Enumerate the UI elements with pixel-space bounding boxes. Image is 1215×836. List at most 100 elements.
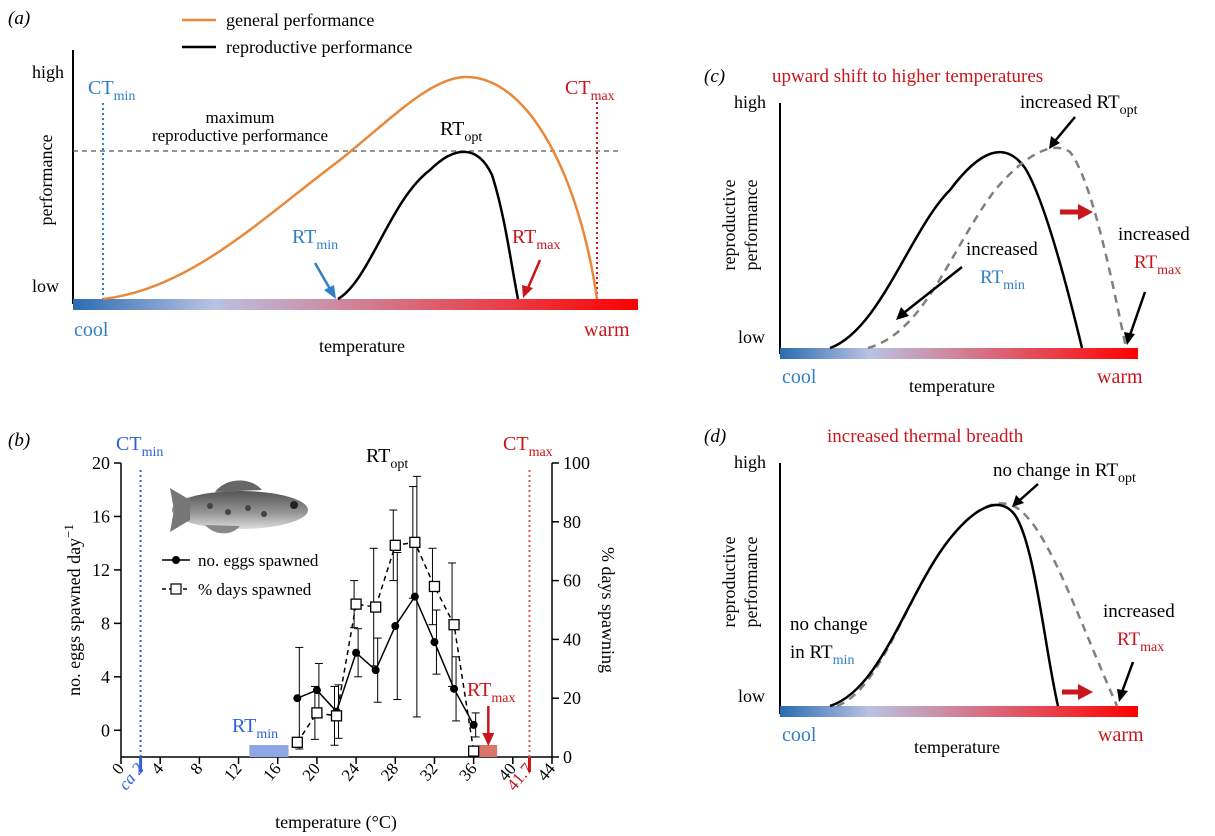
y2-tick-label: 60 bbox=[563, 571, 581, 591]
repro-curve-shifted-c bbox=[867, 146, 1128, 350]
eggs-point bbox=[430, 638, 439, 647]
shift-arrowhead-d bbox=[1078, 684, 1093, 700]
y-tick-label: 0 bbox=[101, 720, 110, 740]
ann-rtmax-arrowhead-d bbox=[1117, 689, 1128, 702]
reproductive-performance-curve-a bbox=[337, 150, 520, 301]
y2-tick-label: 40 bbox=[563, 629, 581, 649]
panel-b-ylabel-right: % days spawning bbox=[598, 547, 618, 673]
days-point bbox=[428, 580, 441, 593]
panel-b-label: (b) bbox=[8, 430, 30, 451]
x-tick-label: 44 bbox=[534, 759, 560, 785]
ct-max-label-b: CTmax bbox=[503, 433, 553, 460]
days-point bbox=[370, 601, 382, 613]
eggs-point bbox=[469, 720, 478, 729]
ann-rtopt-arrowhead-d bbox=[1012, 495, 1024, 507]
panel-c-temperature-bar bbox=[780, 348, 1138, 359]
legend-days-marker bbox=[170, 583, 182, 595]
panel-c-low-label: low bbox=[738, 327, 765, 347]
panel-c-high-label: high bbox=[734, 92, 766, 112]
ann-rtmin-arrowhead-c bbox=[896, 307, 909, 320]
shift-arrowhead-c bbox=[1078, 204, 1093, 220]
panel-d-low-label: low bbox=[738, 686, 765, 706]
panel-a-label: (a) bbox=[8, 8, 30, 29]
legend-general-label: general performance bbox=[226, 10, 374, 30]
ann-increased-rtmin-1: increased bbox=[966, 239, 1038, 260]
rt-max-arrow-a bbox=[526, 259, 542, 289]
y2-tick-label: 0 bbox=[563, 747, 572, 767]
panel-a-high-label: high bbox=[32, 62, 64, 82]
panel-d-ylabel-1: reproductive bbox=[719, 537, 739, 628]
x-tick-label: 28 bbox=[377, 759, 402, 784]
rt-min-bar bbox=[249, 745, 289, 757]
max-repro-label-line1: maximum bbox=[206, 108, 275, 127]
legend-eggs-marker bbox=[172, 556, 180, 564]
panel-b-series bbox=[291, 475, 480, 757]
ann-nochange-rtmin-1: no change bbox=[790, 614, 868, 635]
x-tick-label: 32 bbox=[416, 759, 441, 784]
panel-a-xlabel: temperature bbox=[319, 336, 405, 356]
ct-min-label-a: CTmin bbox=[88, 77, 135, 104]
eggs-point bbox=[352, 648, 361, 657]
panel-c-ylabel-1: reproductive bbox=[719, 180, 739, 271]
panel-b-ylabel-left: no. eggs spawned day−1 bbox=[61, 524, 84, 696]
rt-min-label-a: RTmin bbox=[292, 226, 338, 253]
days-point bbox=[448, 619, 460, 631]
ann-increased-rtmax-1: increased bbox=[1118, 224, 1190, 245]
days-point bbox=[409, 536, 421, 549]
panel-d-label: (d) bbox=[704, 426, 726, 447]
y-tick-label: 16 bbox=[92, 506, 110, 526]
days-point bbox=[467, 745, 480, 757]
panel-a-warm-label: warm bbox=[584, 319, 630, 341]
y-tick-label: 8 bbox=[101, 613, 110, 633]
panel-b-left-ticks: 0 4 8 12 16 20 bbox=[92, 453, 121, 740]
ann-rtmax-arrowhead-c bbox=[1124, 332, 1135, 345]
ann-rtopt-arrow-c bbox=[1054, 116, 1076, 142]
panel-b-x-ticks: 0 4 8 12 16 20 24 28 32 36 40 44 bbox=[108, 757, 559, 785]
ann-increased-rtmin-2: RTmin bbox=[980, 267, 1025, 293]
ct-max-label-a: CTmax bbox=[565, 77, 615, 104]
rt-max-arrowhead-b bbox=[482, 733, 495, 746]
ann-nochange-rtopt: no change in RTopt bbox=[993, 460, 1136, 486]
eggs-point bbox=[371, 666, 380, 675]
days-point bbox=[311, 707, 323, 719]
rt-max-bar bbox=[478, 745, 498, 757]
panel-a: (a) general performance reproductive per… bbox=[8, 8, 638, 356]
repro-curve-original-c bbox=[829, 150, 1084, 350]
legend-repro-label: reproductive performance bbox=[226, 37, 412, 57]
y2-tick-label: 20 bbox=[563, 688, 581, 708]
panel-d-high-label: high bbox=[734, 452, 766, 472]
x-tick-label: 8 bbox=[186, 759, 206, 778]
panel-b-right-ticks: 0 20 40 60 80 100 bbox=[552, 453, 590, 767]
ann-increased-rtmax-d-1: increased bbox=[1103, 601, 1175, 622]
ann-rtopt-arrow-d bbox=[1019, 483, 1039, 501]
ct-min-label-b: CTmin bbox=[116, 433, 163, 460]
y-tick-label: 12 bbox=[92, 560, 110, 580]
panel-a-cool-label: cool bbox=[74, 319, 109, 341]
panel-d-cool-label: cool bbox=[782, 724, 817, 746]
x-tick-label: 16 bbox=[259, 759, 284, 784]
panel-d-temperature-bar bbox=[780, 706, 1138, 717]
general-performance-curve bbox=[102, 75, 599, 301]
y-tick-label: 20 bbox=[92, 453, 110, 473]
days-point bbox=[389, 539, 401, 551]
fish-image bbox=[170, 480, 308, 534]
ann-increased-rtopt: increased RTopt bbox=[1020, 92, 1138, 118]
ann-rtopt-arrowhead-c bbox=[1049, 136, 1060, 149]
eggs-point bbox=[312, 686, 321, 695]
panel-d: (d) increased thermal breadth high low r… bbox=[704, 426, 1175, 757]
panel-d-ylabel-2: performance bbox=[741, 537, 761, 628]
ann-rtmax-arrow-d bbox=[1120, 661, 1135, 693]
eggs-point bbox=[293, 694, 302, 703]
repro-curve-original-d bbox=[829, 503, 1060, 708]
rt-opt-label-a: RTopt bbox=[440, 118, 482, 145]
x-tick-label: 12 bbox=[220, 759, 245, 784]
legend-days-label: % days spawned bbox=[198, 580, 312, 599]
x-tick-label: 20 bbox=[298, 759, 323, 784]
days-series-line bbox=[296, 541, 475, 752]
panel-d-warm-label: warm bbox=[1098, 724, 1144, 746]
rt-min-arrowhead-a bbox=[324, 285, 336, 299]
rt-max-label-a: RTmax bbox=[512, 226, 560, 253]
y-tick-label: 4 bbox=[101, 667, 110, 687]
eggs-point bbox=[450, 684, 459, 693]
